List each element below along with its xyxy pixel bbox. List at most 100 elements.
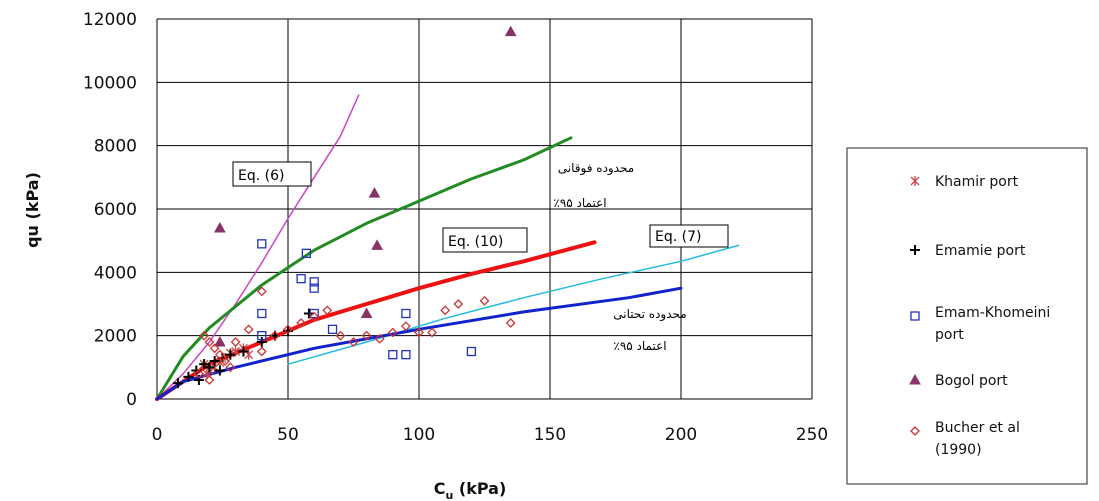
- point-bogol-port: [371, 239, 383, 250]
- point-bogol-port: [214, 335, 226, 347]
- point-bogol-port: [504, 25, 517, 37]
- x-tick-label: 250: [796, 425, 828, 445]
- x-tick-label: 50: [277, 425, 299, 445]
- point-emam-khomeini-port: [327, 324, 338, 334]
- point-bucher-et-al-1990: [322, 305, 333, 316]
- point-emam-khomeini-port: [309, 308, 319, 319]
- point-bucher-et-al-1990: [194, 368, 204, 379]
- annotation-upper1: محدوده فوقانی: [558, 161, 634, 176]
- annotation-box-eq10: [442, 227, 528, 253]
- point-bucher-et-al-1990: [256, 346, 267, 357]
- point-bogol-port: [214, 221, 226, 233]
- point-bucher-et-al-1990: [243, 324, 254, 335]
- point-emamie-port: [209, 356, 220, 366]
- point-bucher-et-al-1990: [348, 337, 359, 347]
- point-emamie-port: [199, 359, 210, 370]
- y-tick-label: 6000: [94, 200, 137, 220]
- point-bucher-et-al-1990: [374, 333, 385, 344]
- annotation-eq6: Eq. (6): [238, 168, 284, 184]
- grid: [156, 18, 813, 400]
- curve-eq-6: [156, 94, 360, 400]
- point-emamie-port: [238, 346, 249, 357]
- curve-upper-bound: [155, 136, 573, 401]
- point-bucher-et-al-1990: [225, 362, 236, 373]
- y-tick-label: 2000: [94, 327, 137, 347]
- point-emam-khomeini-port: [296, 274, 306, 284]
- point-bucher-et-al-1990: [283, 324, 293, 335]
- point-emamie-port: [214, 365, 225, 376]
- point-emamie-port: [183, 371, 194, 382]
- point-emam-khomeini-port: [257, 239, 267, 249]
- legend-item-3-marker: [909, 373, 921, 385]
- point-bucher-et-al-1990: [209, 343, 220, 354]
- point-bucher-et-al-1990: [400, 321, 411, 332]
- x-axis-title: Cu (kPa): [434, 479, 507, 501]
- point-bogol-port: [360, 307, 373, 318]
- point-bucher-et-al-1990: [453, 299, 464, 309]
- y-tick-label: 10000: [83, 73, 137, 93]
- point-bucher-et-al-1990: [505, 318, 516, 328]
- y-tick-label: 0: [126, 390, 137, 410]
- annotation-box-eq7: [649, 224, 729, 248]
- legend-item-2-marker: [910, 311, 920, 321]
- point-emamie-port: [256, 337, 267, 347]
- legend-item-4-marker: [910, 426, 920, 436]
- legend: Khamir port Emamie port Emam-Khomeini port B…: [846, 147, 1088, 485]
- legend-item-0-marker: [910, 176, 920, 186]
- point-bucher-et-al-1990: [204, 337, 215, 347]
- annotations: Eq. (6) Eq. (10) Eq. (7) محدوده فوقانی اعتما…: [232, 161, 729, 353]
- point-bucher-et-al-1990: [387, 327, 398, 338]
- y-tick-label: 4000: [94, 263, 137, 283]
- point-bucher-et-al-1990: [414, 327, 424, 338]
- point-bucher-et-al-1990: [220, 356, 231, 366]
- legend-item-4-label: (1990): [935, 442, 982, 458]
- point-bucher-et-al-1990: [296, 318, 307, 328]
- point-emam-khomeini-port: [388, 350, 398, 360]
- point-emam-khomeini-port: [309, 277, 319, 287]
- y-tick-label: 12000: [83, 10, 137, 30]
- legend-box: [846, 147, 1088, 485]
- point-emamie-port: [193, 375, 204, 385]
- point-bogol-port: [368, 187, 381, 198]
- curve-eq-10: [155, 240, 597, 401]
- x-tick-label: 0: [152, 425, 163, 445]
- y-tick-label: 8000: [94, 137, 137, 157]
- x-axis-title-main: C: [434, 479, 446, 498]
- point-emam-khomeini-port: [401, 308, 411, 319]
- y-axis-title: qu (kPa): [23, 172, 42, 248]
- point-emam-khomeini-port: [466, 346, 477, 357]
- point-bucher-et-al-1990: [479, 295, 490, 306]
- annotation-eq10: Eq. (10): [448, 234, 503, 250]
- legend-item-1-label: Emamie port: [935, 243, 1026, 259]
- annotation-upper2: اعتماد ۹۵٪: [553, 196, 606, 210]
- data-points: [172, 25, 517, 389]
- point-emam-khomeini-port: [257, 308, 267, 319]
- point-emamie-port: [303, 308, 314, 319]
- annotation-box-eq6: [232, 161, 312, 187]
- point-bucher-et-al-1990: [335, 330, 346, 341]
- point-bucher-et-al-1990: [309, 311, 320, 322]
- legend-item-1-marker: [910, 245, 920, 255]
- legend-item-0-label: Khamir port: [935, 174, 1019, 190]
- annotation-lower1: محدوده تحتانی: [613, 307, 686, 322]
- point-bucher-et-al-1990: [230, 337, 241, 347]
- point-emam-khomeini-port: [401, 350, 411, 360]
- legend-item-2-label: Emam-Khomeini: [935, 305, 1050, 321]
- legend-item-2-label: port: [935, 327, 964, 343]
- point-bucher-et-al-1990: [440, 305, 451, 316]
- point-emamie-port: [204, 362, 215, 373]
- point-bucher-et-al-1990: [269, 330, 280, 341]
- tick-labels: 0 2000 4000 6000 8000 10000 12000 0 50 100 150 200 2…: [83, 10, 828, 445]
- x-tick-label: 100: [403, 425, 435, 445]
- point-bucher-et-al-1990: [427, 327, 438, 338]
- curve-eq-7: [287, 244, 740, 365]
- x-tick-label: 150: [534, 425, 566, 445]
- point-emamie-port: [172, 378, 183, 389]
- point-emam-khomeini-port: [257, 331, 267, 341]
- point-emam-khomeini-port: [301, 248, 311, 258]
- legend-item-3-label: Bogol port: [935, 373, 1008, 389]
- point-bucher-et-al-1990: [256, 286, 267, 297]
- x-tick-label: 200: [665, 425, 697, 445]
- point-emam-khomeini-port: [309, 283, 319, 293]
